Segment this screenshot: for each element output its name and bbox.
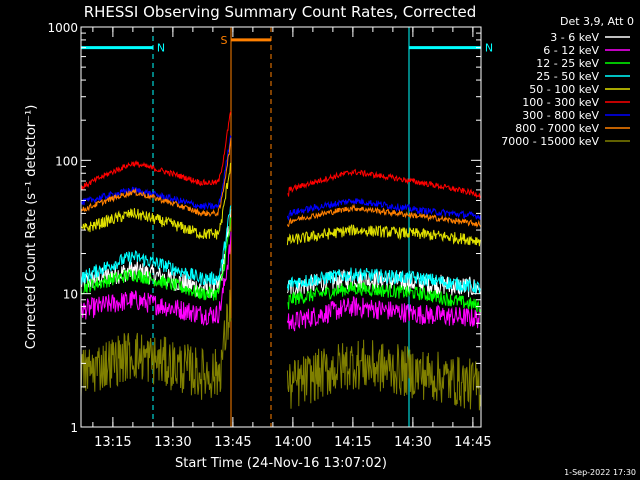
legend-label: 300 - 800 keV [522, 109, 599, 122]
series-layer [80, 111, 482, 411]
x-tick-label: 14:15 [334, 435, 371, 450]
y-axis: 1 10 100 1000 [47, 21, 481, 435]
x-tick-label: 13:15 [94, 435, 131, 450]
series-line [80, 135, 482, 221]
series-line [80, 231, 482, 332]
y-tick-label: 10 [63, 288, 78, 302]
annotation-label: S [221, 34, 228, 47]
annotation-label: N [485, 42, 493, 55]
y-tick-label: 100 [55, 154, 78, 168]
series-line [80, 289, 482, 411]
x-axis: 13:15 13:30 13:45 14:00 14:15 14:30 14:45 [92, 27, 492, 450]
legend-label: 3 - 6 keV [550, 31, 599, 44]
x-tick-label: 13:30 [154, 435, 191, 450]
legend-label: 100 - 300 keV [522, 96, 599, 109]
annotation-label: N [157, 42, 165, 55]
x-axis-label: Start Time (24-Nov-16 13:07:02) [175, 456, 387, 471]
footer-date: 1-Sep-2022 17:30 [564, 468, 636, 477]
y-axis-label: Corrected Count Rate (s⁻¹ detector⁻¹) [24, 105, 39, 350]
series-line [80, 217, 482, 313]
plot-frame [80, 26, 482, 428]
legend-header: Det 3,9, Att 0 [560, 15, 634, 28]
x-tick-label: 13:45 [214, 435, 251, 450]
y-tick-label: 1 [70, 421, 78, 435]
series-line [80, 111, 482, 200]
y-tick-label: 1000 [47, 21, 78, 35]
legend-label: 25 - 50 keV [536, 70, 599, 83]
x-tick-label: 14:45 [454, 435, 491, 450]
series-line [80, 205, 482, 295]
legend-label: 7000 - 15000 keV [501, 135, 599, 148]
series-line [80, 162, 481, 247]
legend-label: 6 - 12 keV [543, 44, 599, 57]
x-tick-label: 14:30 [394, 435, 431, 450]
x-tick-label: 14:00 [274, 435, 311, 450]
legend-label: 800 - 7000 keV [515, 122, 599, 135]
legend-label: 50 - 100 keV [529, 83, 599, 96]
chart-title: RHESSI Observing Summary Count Rates, Co… [84, 3, 477, 21]
series-line [80, 137, 481, 229]
legend-label: 12 - 25 keV [536, 57, 599, 70]
